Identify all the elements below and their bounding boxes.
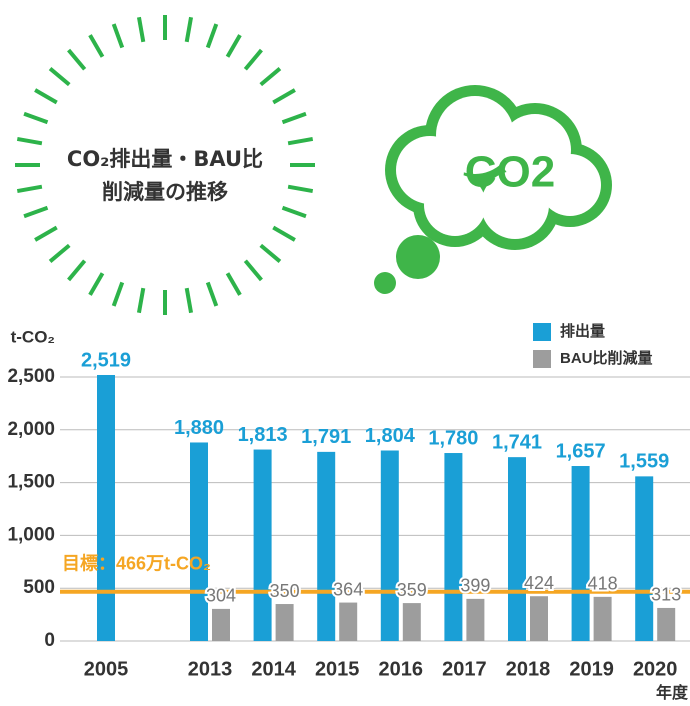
x-unit: 年度	[656, 683, 689, 702]
y-axis-label: t-CO₂	[11, 327, 55, 346]
value-label: 350	[270, 581, 300, 601]
value-label: 313	[651, 585, 681, 605]
y-tick-label: 2,500	[7, 366, 55, 387]
burst-ray	[17, 139, 42, 143]
icon-text: CO2	[465, 148, 555, 197]
value-label: 1,657	[556, 440, 606, 462]
bar	[530, 596, 548, 641]
y-tick-label: 0	[44, 630, 55, 651]
burst-ray	[261, 245, 280, 261]
cloud-icon: CO2	[374, 85, 612, 294]
bar	[212, 609, 230, 641]
burst-ray	[114, 282, 123, 305]
bar	[339, 603, 357, 641]
bar	[635, 476, 653, 641]
x-tick-label: 2014	[251, 658, 296, 680]
burst-ray	[24, 114, 47, 123]
legend-swatch	[533, 323, 551, 341]
x-tick-label: 2018	[506, 658, 551, 680]
value-label: 1,780	[428, 427, 478, 449]
bar	[657, 608, 675, 641]
burst-ray	[50, 69, 69, 85]
burst-ray	[288, 139, 313, 143]
x-tick-label: 2005	[84, 658, 129, 680]
x-tick-label: 2015	[315, 658, 360, 680]
bar	[317, 452, 335, 641]
y-tick-label: 500	[23, 577, 55, 598]
burst-ray	[139, 288, 143, 313]
burst-ray	[261, 69, 280, 85]
burst-ray	[17, 187, 42, 191]
value-label: 359	[397, 580, 427, 600]
value-label: 1,791	[301, 426, 351, 448]
burst-ray	[282, 208, 305, 217]
burst-ray	[35, 228, 57, 241]
bar	[466, 599, 484, 641]
value-label: 364	[333, 579, 363, 599]
burst-ray	[114, 24, 123, 47]
burst-ray	[245, 261, 261, 280]
x-tick-label: 2017	[442, 658, 487, 680]
value-label: 1,559	[619, 451, 669, 473]
burst-ray	[90, 35, 103, 57]
value-label: 1,813	[238, 424, 288, 446]
title: 削減量の推移	[102, 180, 228, 204]
x-tick-label: 2019	[569, 658, 614, 680]
bar	[254, 450, 272, 641]
burst-ray	[282, 114, 305, 123]
burst-ray	[187, 288, 191, 313]
burst-ray	[273, 228, 295, 241]
x-tick-label: 2016	[379, 658, 424, 680]
bar	[276, 604, 294, 641]
y-tick-label: 1,000	[7, 524, 55, 545]
burst-ray	[69, 261, 85, 280]
burst-ray	[288, 187, 313, 191]
burst-ray	[228, 273, 241, 295]
burst-ray	[187, 17, 191, 42]
page: CO₂排出量・BAU比 削減量の推移 CO2 t-CO₂ 年度 0 500 1,00…	[0, 0, 690, 706]
bar	[403, 603, 421, 641]
y-tick-label: 1,500	[7, 472, 55, 493]
burst-ray	[50, 245, 69, 261]
x-tick-label: 2013	[188, 658, 233, 680]
bar	[594, 597, 612, 641]
burst-ray	[35, 90, 57, 103]
bar	[444, 453, 462, 641]
legend-label: BAU比削減量	[560, 349, 653, 367]
value-label: 1,804	[365, 425, 416, 447]
value-label: 304	[206, 586, 236, 606]
burst-ray	[208, 282, 217, 305]
bar	[508, 457, 526, 641]
bar	[572, 466, 590, 641]
bar	[381, 450, 399, 641]
bar	[97, 375, 115, 641]
burst-ray	[69, 50, 85, 69]
burst-ray	[228, 35, 241, 57]
value-label: 1,741	[492, 431, 542, 453]
burst-ray	[90, 273, 103, 295]
legend-label: 排出量	[560, 322, 605, 340]
value-label: 1,880	[174, 417, 224, 439]
value-label: 399	[460, 576, 490, 596]
y-tick-label: 2,000	[7, 419, 55, 440]
burst-ray	[208, 24, 217, 47]
burst-ray	[139, 17, 143, 42]
target-label: 目標：466万t-CO₂	[62, 553, 211, 574]
title: CO₂排出量・BAU比	[67, 147, 263, 171]
value-label: 2,519	[81, 349, 131, 371]
burst-ray	[245, 50, 261, 69]
value-label: 424	[524, 573, 554, 593]
burst-ray	[24, 208, 47, 217]
bar	[190, 442, 208, 641]
burst-ray	[273, 90, 295, 103]
x-tick-label: 2020	[633, 658, 678, 680]
value-label: 418	[588, 574, 618, 594]
legend-swatch	[533, 350, 551, 368]
chart: CO₂排出量・BAU比 削減量の推移 CO2 t-CO₂ 年度 0 500 1,00…	[0, 0, 690, 706]
